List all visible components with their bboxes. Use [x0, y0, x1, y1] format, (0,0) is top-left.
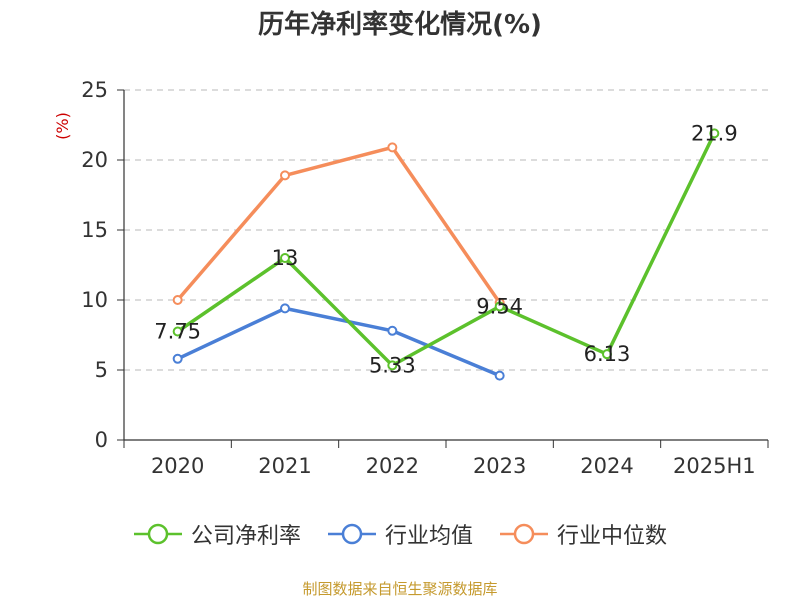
data-label: 13	[272, 246, 299, 270]
data-label: 9.54	[476, 294, 523, 318]
legend-item[interactable]: 行业中位数	[499, 518, 667, 550]
data-point	[387, 142, 398, 153]
legend-item[interactable]: 行业均值	[327, 518, 473, 550]
legend-label: 行业均值	[384, 524, 473, 549]
y-tick-label: 10	[81, 288, 108, 312]
data-point	[172, 295, 183, 305]
data-point	[280, 303, 290, 314]
legend-marker-icon	[133, 523, 182, 545]
legend-marker-icon	[500, 523, 548, 545]
data-point	[387, 360, 398, 371]
x-tick-label: 2022	[366, 454, 419, 478]
y-tick-label: 20	[81, 148, 108, 172]
legend: 公司净利率 行业均值 行业中位数	[0, 518, 800, 550]
data-point	[494, 370, 505, 381]
legend-item[interactable]: 公司净利率	[133, 518, 301, 550]
data-point	[172, 353, 183, 364]
chart-title: 历年净利率变化情况(%)	[258, 10, 542, 40]
x-tick-label: 2025H1	[673, 454, 756, 478]
y-tick-label: 15	[81, 218, 108, 242]
data-label: 21.9	[691, 121, 738, 145]
series-line	[175, 145, 502, 305]
series-line	[175, 306, 502, 378]
y-tick-label: 0	[95, 428, 108, 452]
data-point	[709, 128, 720, 139]
y-tick-label: 25	[81, 78, 108, 102]
data-point	[172, 326, 183, 337]
data-point	[280, 253, 290, 263]
legend-marker-icon	[327, 523, 376, 545]
data-label: 6.13	[584, 342, 631, 366]
y-tick-label: 5	[95, 358, 108, 382]
legend-label: 公司净利率	[190, 524, 301, 549]
x-tick-label: 2023	[473, 454, 526, 478]
series-line	[175, 131, 717, 368]
data-point	[280, 170, 290, 181]
x-tick-label: 2024	[580, 454, 633, 478]
x-tick-label: 2020	[151, 454, 204, 478]
data-point	[387, 325, 398, 336]
data-point	[494, 301, 505, 312]
data-label: 5.33	[369, 353, 416, 377]
legend-label: 行业中位数	[557, 524, 668, 549]
data-label: 7.75	[154, 320, 201, 344]
data-point	[602, 349, 612, 360]
y-axis-label: (%)	[53, 112, 72, 140]
source-note: 制图数据来自恒生聚源数据库	[302, 580, 498, 598]
x-tick-label: 2021	[258, 454, 311, 478]
